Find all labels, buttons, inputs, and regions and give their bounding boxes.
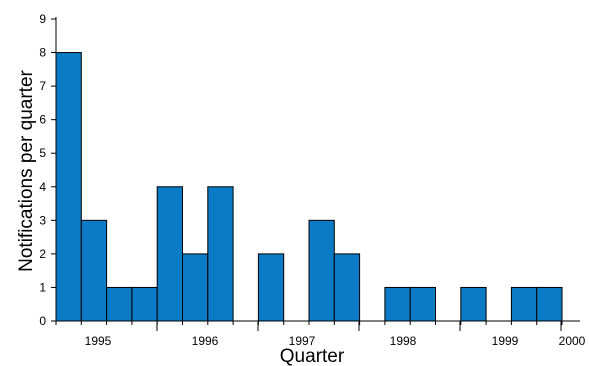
bar xyxy=(131,286,158,322)
bar xyxy=(536,286,563,322)
y-tick-label: 4 xyxy=(39,180,46,194)
bar xyxy=(409,286,437,322)
axes-group xyxy=(55,17,580,322)
x-tick-label: 1997 xyxy=(289,334,316,348)
bars-group xyxy=(55,52,563,322)
y-tick-label: 6 xyxy=(39,113,46,127)
bar xyxy=(182,253,209,322)
x-ticks-group: 1995 1996 1997 1998 1999 2000 xyxy=(55,321,586,348)
bar xyxy=(257,253,285,322)
bar xyxy=(55,52,82,322)
y-tick-label: 1 xyxy=(39,280,46,294)
bar xyxy=(510,286,538,322)
y-tick-label: 3 xyxy=(39,213,46,227)
y-tick-label: 5 xyxy=(39,146,46,160)
y-ticks-group: 0 1 2 3 4 5 6 7 8 9 xyxy=(39,12,56,328)
bar xyxy=(80,219,108,322)
y-tick-label: 9 xyxy=(39,12,46,26)
bar xyxy=(156,186,183,322)
x-tick-label: 2000 xyxy=(559,334,586,348)
bar xyxy=(333,253,361,322)
x-axis-title: Quarter xyxy=(280,346,345,366)
x-tick-label: 1999 xyxy=(492,334,519,348)
y-tick-label: 8 xyxy=(39,46,46,60)
y-axis-title: Notifications per quarter xyxy=(16,69,37,271)
y-tick-label: 0 xyxy=(39,314,46,328)
y-tick-label: 7 xyxy=(39,79,46,93)
x-tick-label: 1996 xyxy=(192,334,219,348)
bar xyxy=(308,219,335,322)
x-tick-label: 1998 xyxy=(390,334,417,348)
bar xyxy=(460,286,487,322)
bar xyxy=(106,286,133,322)
y-tick-label: 2 xyxy=(39,247,46,261)
x-tick-label: 1995 xyxy=(85,334,112,348)
bar xyxy=(207,186,234,322)
bar xyxy=(384,286,411,322)
